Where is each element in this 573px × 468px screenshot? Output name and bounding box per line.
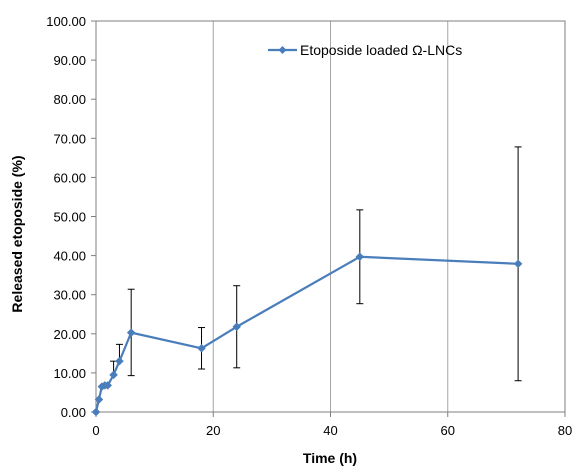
x-tick-label: 80 [558,423,572,438]
series [91,252,523,417]
legend-label: Etoposide loaded Ω-LNCs [300,42,462,58]
data-point [126,328,136,337]
x-tick-label: 60 [441,423,455,438]
data-point [91,407,101,417]
y-tick-label: 60.00 [53,170,86,185]
y-tick-label: 80.00 [53,92,86,107]
x-axis-title: Time (h) [303,450,357,466]
x-tick-label: 0 [92,423,99,438]
data-point [94,395,104,404]
data-point [355,252,365,262]
data-point [197,343,206,353]
data-point [115,356,124,366]
y-tick-label: 40.00 [53,249,86,264]
x-tick-label: 40 [323,423,337,438]
data-point [109,370,118,380]
y-tick-label: 0.00 [61,405,86,420]
y-tick-label: 90.00 [53,53,86,68]
x-tick-label: 20 [206,423,220,438]
tick-labels: 0 20 40 60 80 0.00 10.00 20.00 30.00 40.00 50.00 60… [46,14,572,438]
data-point [513,259,523,269]
y-tick-label: 30.00 [53,288,86,303]
plot-frame [95,20,566,413]
y-tick-label: 10.00 [53,366,86,381]
data-point [103,381,113,390]
y-tick-label: 100.00 [46,14,86,29]
legend-marker [278,46,287,54]
gridlines [212,21,449,412]
axes [91,20,566,417]
legend: Etoposide loaded Ω-LNCs [268,42,462,58]
y-axis-title: Released etoposide (%) [9,155,25,312]
y-tick-label: 20.00 [53,327,86,342]
y-tick-label: 70.00 [53,131,86,146]
y-tick-label: 50.00 [53,210,86,225]
data-point [232,322,242,332]
